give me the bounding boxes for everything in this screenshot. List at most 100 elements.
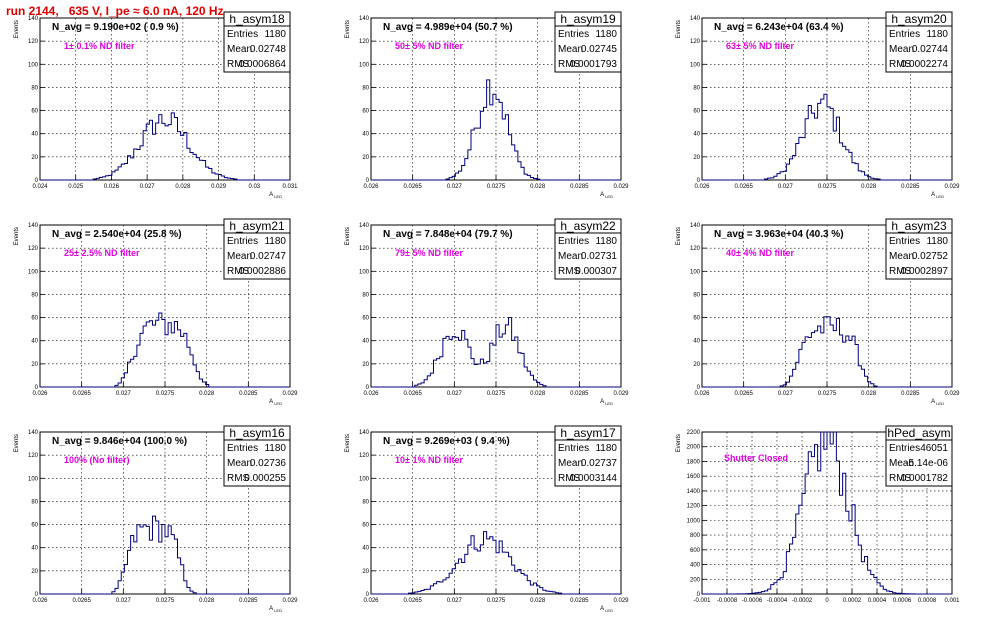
x-tick-label: 0.0275 [487,598,506,604]
y-tick-label: 80 [693,292,700,298]
y-tick-label: 2000 [687,445,701,451]
navg-label: N_avg = 2.540e+04 (25.8 %) [52,229,182,240]
histogram-name: hPed_asym [887,426,950,440]
x-axis-label-subscript: LED [273,608,282,613]
filter-label: 1± 0.1% ND filter [64,41,135,51]
stat-value-rms: 0.0001793 [570,59,618,70]
histogram-name: h_asym16 [229,426,285,440]
navg-label: N_avg = 9.846e+04 (100.0 %) [52,436,187,447]
stat-label-rms: RMS [889,59,912,70]
y-axis-label: Events [14,20,20,38]
y-tick-label: 600 [690,548,701,554]
x-tick-label: 0.026 [694,391,710,397]
plot-frame [370,17,622,181]
y-tick-label: 100 [28,269,39,275]
stat-value-entries: 1180 [264,236,286,247]
plot-frame [370,224,622,388]
stat-value-entries: 1180 [595,443,617,454]
x-tick-label: 0.0265 [72,391,91,397]
y-tick-label: 0 [35,592,39,598]
x-tick-label: 0.027 [116,598,132,604]
y-tick-label: 0 [697,592,701,598]
x-axis-label-subscript: LED [935,401,944,406]
y-axis-label: Events [676,20,682,38]
x-tick-label: 0.027 [778,184,794,190]
histogram-line-h_asym22 [371,317,621,388]
stat-label-mean: Mean [558,251,583,262]
stat-value-mean: 0.02731 [581,251,618,262]
stat-label-entries: Entries [889,443,920,454]
y-tick-label: 60 [31,109,38,115]
y-tick-label: 80 [362,85,369,91]
x-tick-label: 0.029 [613,391,629,397]
histogram-name: h_asym22 [560,219,616,233]
navg-label: N_avg = 3.963e+04 (40.3 %) [714,229,844,240]
y-tick-label: 400 [690,563,701,569]
navg-label: N_avg = 9.269e+03 ( 9.4 %) [383,436,510,447]
stat-value-mean: 0.02737 [581,458,618,469]
x-tick-label: 0.0285 [239,391,258,397]
y-tick-label: 60 [362,109,369,115]
y-tick-label: 140 [690,223,701,229]
x-tick-label: 0.0275 [156,391,175,397]
y-axis-label: Events [676,434,682,452]
x-axis-label: A LED [269,399,282,406]
y-tick-label: 1400 [687,489,701,495]
stat-box [223,25,291,73]
x-tick-label: 0.0285 [570,391,589,397]
y-tick-label: 0 [697,385,701,391]
y-tick-label: 60 [31,316,38,322]
x-axis-label-subscript: LED [604,194,613,199]
histogram-line-h_asym18 [40,112,290,181]
x-axis-label: A LED [600,192,613,199]
y-axis-label: Events [345,434,351,452]
y-tick-label: 140 [28,223,39,229]
plot-frame [701,224,953,388]
stat-value-mean: -5.14e-06 [905,458,948,469]
panel-h_asym18: 0.024 0.025 0.026 0.027 0.028 0.029 0.03 0.031 0… [14,11,298,199]
stat-value-mean: 0.02745 [581,44,618,55]
stat-label-mean: Mean [227,458,252,469]
x-tick-label: 0.0265 [403,184,422,190]
stat-value-mean: 0.02752 [912,251,949,262]
y-tick-label: 60 [31,523,38,529]
x-tick-label: 0.028 [861,184,877,190]
x-tick-label: 0.028 [530,391,546,397]
y-tick-label: 0 [366,385,370,391]
y-tick-label: 80 [362,499,369,505]
plot-frame [370,431,622,595]
x-tick-label: 0.0285 [570,184,589,190]
x-tick-label: 0.028 [530,184,546,190]
stat-label-mean: Mean [889,251,914,262]
filter-label: 79± 5% ND filter [395,248,463,258]
x-tick-label: 0.026 [363,598,379,604]
x-tick-label: 0.0275 [156,598,175,604]
y-tick-label: 140 [28,16,39,22]
x-tick-label: 0.0265 [403,391,422,397]
x-tick-label: 0.0006 [893,598,912,604]
y-tick-label: 120 [28,246,39,252]
x-axis-label: A LED [931,399,944,406]
stat-label-mean: Mean [558,44,583,55]
stat-value-entries: 1180 [595,236,617,247]
y-tick-label: 80 [362,292,369,298]
panel-h_asym20: 0.026 0.0265 0.027 0.0275 0.028 0.0285 0.029 0 2… [676,11,960,199]
y-tick-label: 120 [28,39,39,45]
stat-box [885,232,953,280]
stat-box [554,25,622,73]
x-tick-label: 0.024 [32,184,48,190]
y-axis-label: Events [345,20,351,38]
histogram-name: h_asym21 [229,219,285,233]
x-tick-label: -0.0006 [742,598,763,604]
y-tick-label: 140 [28,430,39,436]
stat-label-entries: Entries [558,29,589,40]
x-axis-label-subscript: LED [604,401,613,406]
stat-value-rms: 0.000307 [575,266,617,277]
y-tick-label: 2200 [687,430,701,436]
x-tick-label: 0.026 [32,598,48,604]
x-tick-label: 0 [825,598,829,604]
x-tick-label: 0.025 [68,184,84,190]
stat-box [223,232,291,280]
stat-label-rms: RMS [227,59,250,70]
histogram-name: h_asym20 [891,12,947,26]
